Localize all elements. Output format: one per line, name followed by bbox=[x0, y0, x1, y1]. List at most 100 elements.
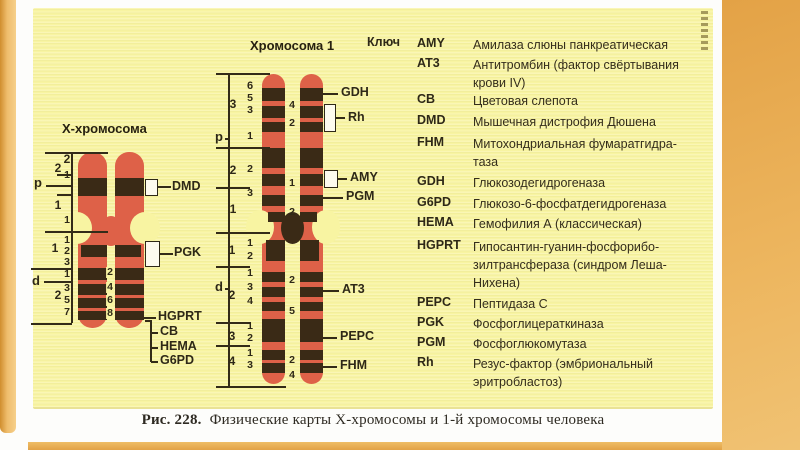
marker-box bbox=[145, 241, 160, 267]
diagram-line bbox=[31, 268, 72, 270]
diagram-line bbox=[160, 253, 173, 255]
diagram-line bbox=[323, 366, 337, 368]
chromosome-band bbox=[81, 245, 107, 257]
chromosome-band bbox=[262, 148, 285, 168]
chromosome-band bbox=[262, 195, 285, 206]
diagram-line bbox=[57, 194, 72, 196]
chromosome-band bbox=[300, 272, 323, 282]
gene-label-hgprt: HGPRT bbox=[158, 309, 202, 323]
band-number: 3 bbox=[247, 359, 253, 371]
band-number: 5 bbox=[289, 305, 295, 317]
diagram-line bbox=[46, 185, 71, 187]
chromosome-band bbox=[300, 106, 323, 118]
gene-label-at3: AT3 bbox=[342, 282, 365, 296]
chromosome-band bbox=[115, 311, 144, 320]
band-number: 2 bbox=[289, 206, 295, 218]
key-abbr: AMY bbox=[417, 36, 445, 50]
chromosome-band bbox=[300, 212, 317, 222]
chromosome-band bbox=[115, 245, 141, 257]
chromosome-band bbox=[78, 284, 107, 295]
chromosome-band bbox=[262, 363, 285, 373]
frame-left-bar bbox=[0, 0, 16, 433]
key-abbr: CB bbox=[417, 92, 436, 106]
diagram-line bbox=[338, 178, 347, 180]
band-number: 2 bbox=[106, 266, 114, 279]
diagram-line bbox=[151, 332, 158, 334]
chromosome-band bbox=[300, 174, 323, 186]
band-number: 2 bbox=[289, 274, 295, 286]
key-definition: Антитромбин (фактор свёртывания крови IV… bbox=[473, 58, 679, 90]
arm-label-d: d bbox=[32, 273, 40, 288]
band-number: 2 bbox=[247, 163, 253, 175]
band-number: 3 bbox=[228, 329, 236, 343]
chromosome-band bbox=[300, 88, 323, 101]
diagram-line bbox=[45, 231, 108, 233]
chromosome-band bbox=[262, 287, 285, 297]
key-definition: Фосфоглицераткиназа bbox=[473, 317, 604, 331]
diagram-line bbox=[44, 281, 71, 283]
gene-label-rh: Rh bbox=[348, 110, 365, 124]
key-abbr: FHM bbox=[417, 135, 445, 149]
band-number: 3 bbox=[247, 104, 253, 116]
key-definition: Гипосантин-гуанин-фосфорибо- зилтрансфер… bbox=[473, 240, 667, 290]
key-definition: Гемофилия А (классическая) bbox=[473, 217, 642, 231]
band-number: 4 bbox=[228, 354, 236, 368]
x-chromosome-title: Х-хромосома bbox=[62, 121, 147, 136]
band-number: 2 bbox=[247, 332, 253, 344]
chromosome1-title: Хромосома 1 bbox=[250, 38, 335, 53]
band-number: 1 bbox=[247, 320, 253, 332]
chromosome-band bbox=[115, 284, 144, 295]
centromere-pinch bbox=[62, 212, 92, 244]
chromosome-band bbox=[262, 272, 285, 282]
chromosome-band bbox=[268, 212, 285, 222]
chromosome-band bbox=[300, 287, 323, 297]
centromere-bridge bbox=[281, 212, 304, 244]
chromosome-band bbox=[262, 88, 285, 101]
band-number: 5 bbox=[64, 294, 70, 306]
gene-label-pgm: PGM bbox=[346, 189, 375, 203]
gene-label-amy: AMY bbox=[350, 170, 378, 184]
chromosome-band bbox=[300, 350, 323, 360]
diagram-line bbox=[216, 345, 250, 347]
diagram-line bbox=[225, 288, 229, 290]
key-abbr: PEPC bbox=[417, 295, 452, 309]
chromosome-band bbox=[266, 240, 285, 261]
figure-caption-text: Физические карты Х-хромосомы и 1-й хромо… bbox=[209, 412, 605, 428]
band-number: 3 bbox=[229, 97, 237, 111]
band-number: 3 bbox=[247, 281, 253, 293]
gene-label-pepc: PEPC bbox=[340, 329, 375, 343]
diagram-line bbox=[228, 73, 230, 387]
diagram-line bbox=[216, 386, 286, 388]
diagram-line bbox=[216, 266, 250, 268]
key-definition: Глюкозо-6-фосфатдегидрогеназа bbox=[473, 197, 667, 211]
page-edge-mark bbox=[701, 10, 708, 50]
band-number: 2 bbox=[289, 354, 295, 366]
key-definition: Амилаза слюны панкреатическая bbox=[473, 38, 669, 52]
key-definition: Цветовая слепота bbox=[473, 94, 578, 108]
band-number: 1 bbox=[228, 243, 236, 257]
band-number: 3 bbox=[64, 256, 70, 268]
key-abbr: GDH bbox=[417, 174, 445, 188]
chromosome-band bbox=[115, 268, 144, 280]
key-abbr: HGPRT bbox=[417, 238, 461, 252]
band-number: 1 bbox=[229, 202, 237, 216]
band-number: 2 bbox=[54, 161, 62, 175]
key-definition: Митохондриальная фумаратгидра- таза bbox=[473, 137, 677, 169]
chromosome-band bbox=[262, 319, 285, 342]
key-abbr: AT3 bbox=[417, 56, 440, 70]
band-number: 5 bbox=[247, 92, 253, 104]
diagram-line bbox=[323, 337, 337, 339]
diagram-line bbox=[323, 93, 338, 95]
band-number: 3 bbox=[64, 282, 70, 294]
band-number: 1 bbox=[54, 198, 62, 212]
band-number: 1 bbox=[64, 214, 70, 226]
chromosome-band bbox=[115, 298, 144, 308]
band-number: 6 bbox=[106, 294, 114, 307]
diagram-line bbox=[225, 138, 229, 140]
chromosome-band bbox=[262, 350, 285, 360]
gene-label-pgk: PGK bbox=[174, 245, 202, 259]
diagram-line bbox=[323, 197, 343, 199]
diagram-line bbox=[216, 147, 270, 149]
